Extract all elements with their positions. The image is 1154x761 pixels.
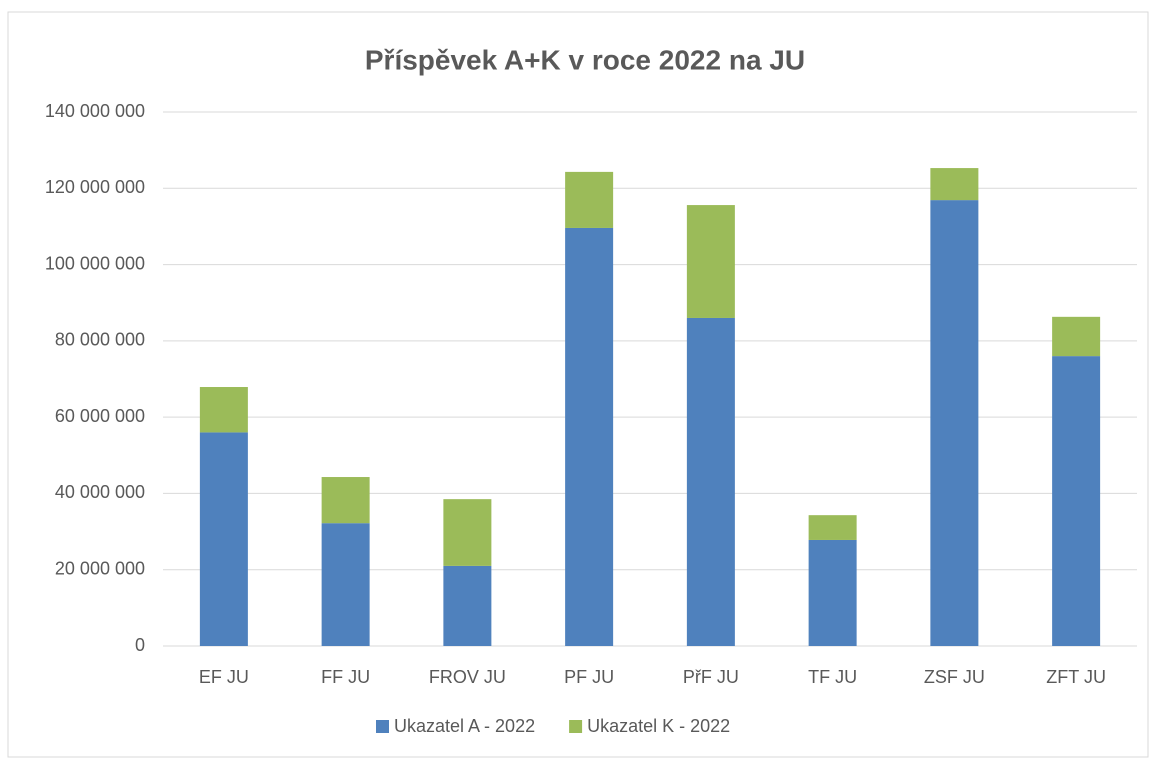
x-tick-label: EF JU (199, 667, 249, 687)
bar-segment (686, 205, 735, 318)
bar-segment (565, 171, 614, 228)
bar-segment (1052, 356, 1101, 646)
bar-segment (443, 499, 492, 566)
legend-label: Ukazatel K - 2022 (587, 716, 730, 736)
bar-segment (321, 477, 370, 524)
bar-segment (1052, 316, 1101, 357)
x-tick-label: ZSF JU (924, 667, 985, 687)
y-tick-label: 40 000 000 (55, 482, 145, 502)
y-tick-label: 120 000 000 (45, 177, 145, 197)
chart-title: Příspěvek A+K v roce 2022 na JU (365, 44, 805, 75)
y-tick-label: 80 000 000 (55, 330, 145, 350)
bar-segment (321, 523, 370, 646)
bar-segment (443, 565, 492, 646)
bar-segment (199, 387, 248, 433)
legend-label: Ukazatel A - 2022 (394, 716, 535, 736)
y-tick-label: 0 (135, 635, 145, 655)
y-tick-label: 20 000 000 (55, 558, 145, 578)
x-tick-label: PřF JU (683, 667, 739, 687)
bar-segment (565, 227, 614, 646)
y-tick-label: 60 000 000 (55, 406, 145, 426)
legend-swatch (569, 720, 583, 733)
bar-segment (930, 168, 979, 201)
legend-swatch (376, 720, 389, 733)
x-tick-label: FROV JU (429, 667, 506, 687)
bar-segment (930, 200, 979, 647)
x-tick-label: PF JU (564, 667, 614, 687)
bar-segment (686, 317, 735, 646)
x-tick-label: FF JU (321, 667, 370, 687)
x-tick-label: TF JU (808, 667, 857, 687)
y-tick-label: 140 000 000 (45, 101, 145, 121)
bar-segment (199, 432, 248, 646)
bar-segment (808, 539, 857, 646)
y-tick-label: 100 000 000 (45, 253, 145, 273)
x-tick-label: ZFT JU (1046, 667, 1106, 687)
bar-segment (808, 515, 857, 540)
